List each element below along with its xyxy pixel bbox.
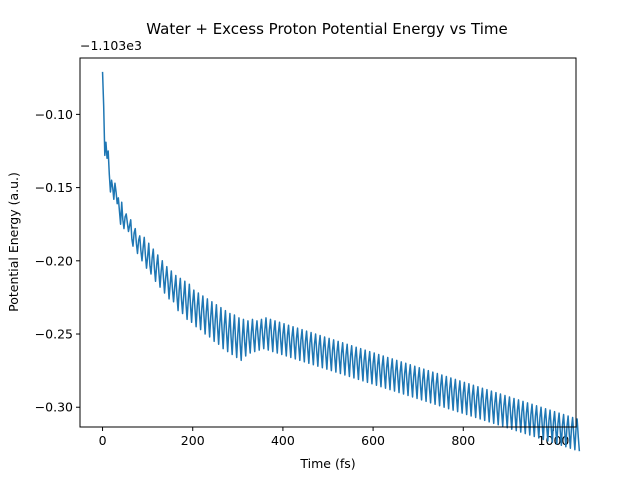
x-tick-label: 0 bbox=[99, 433, 107, 448]
x-tick-label: 600 bbox=[361, 433, 385, 448]
y-tick-label: −0.15 bbox=[35, 180, 73, 195]
x-axis-label: Time (fs) bbox=[299, 456, 355, 471]
chart-title: Water + Excess Proton Potential Energy v… bbox=[146, 20, 507, 38]
x-tick-label: 800 bbox=[451, 433, 475, 448]
x-tick-label: 200 bbox=[181, 433, 205, 448]
y-tick-label: −0.20 bbox=[35, 253, 73, 268]
y-axis-offset-label: −1.103e3 bbox=[80, 38, 142, 53]
y-tick-label: −0.30 bbox=[35, 400, 73, 415]
y-tick-label: −0.10 bbox=[35, 107, 73, 122]
y-tick-label: −0.25 bbox=[35, 327, 73, 342]
y-axis-label: Potential Energy (a.u.) bbox=[6, 172, 21, 312]
x-tick-label: 400 bbox=[271, 433, 295, 448]
